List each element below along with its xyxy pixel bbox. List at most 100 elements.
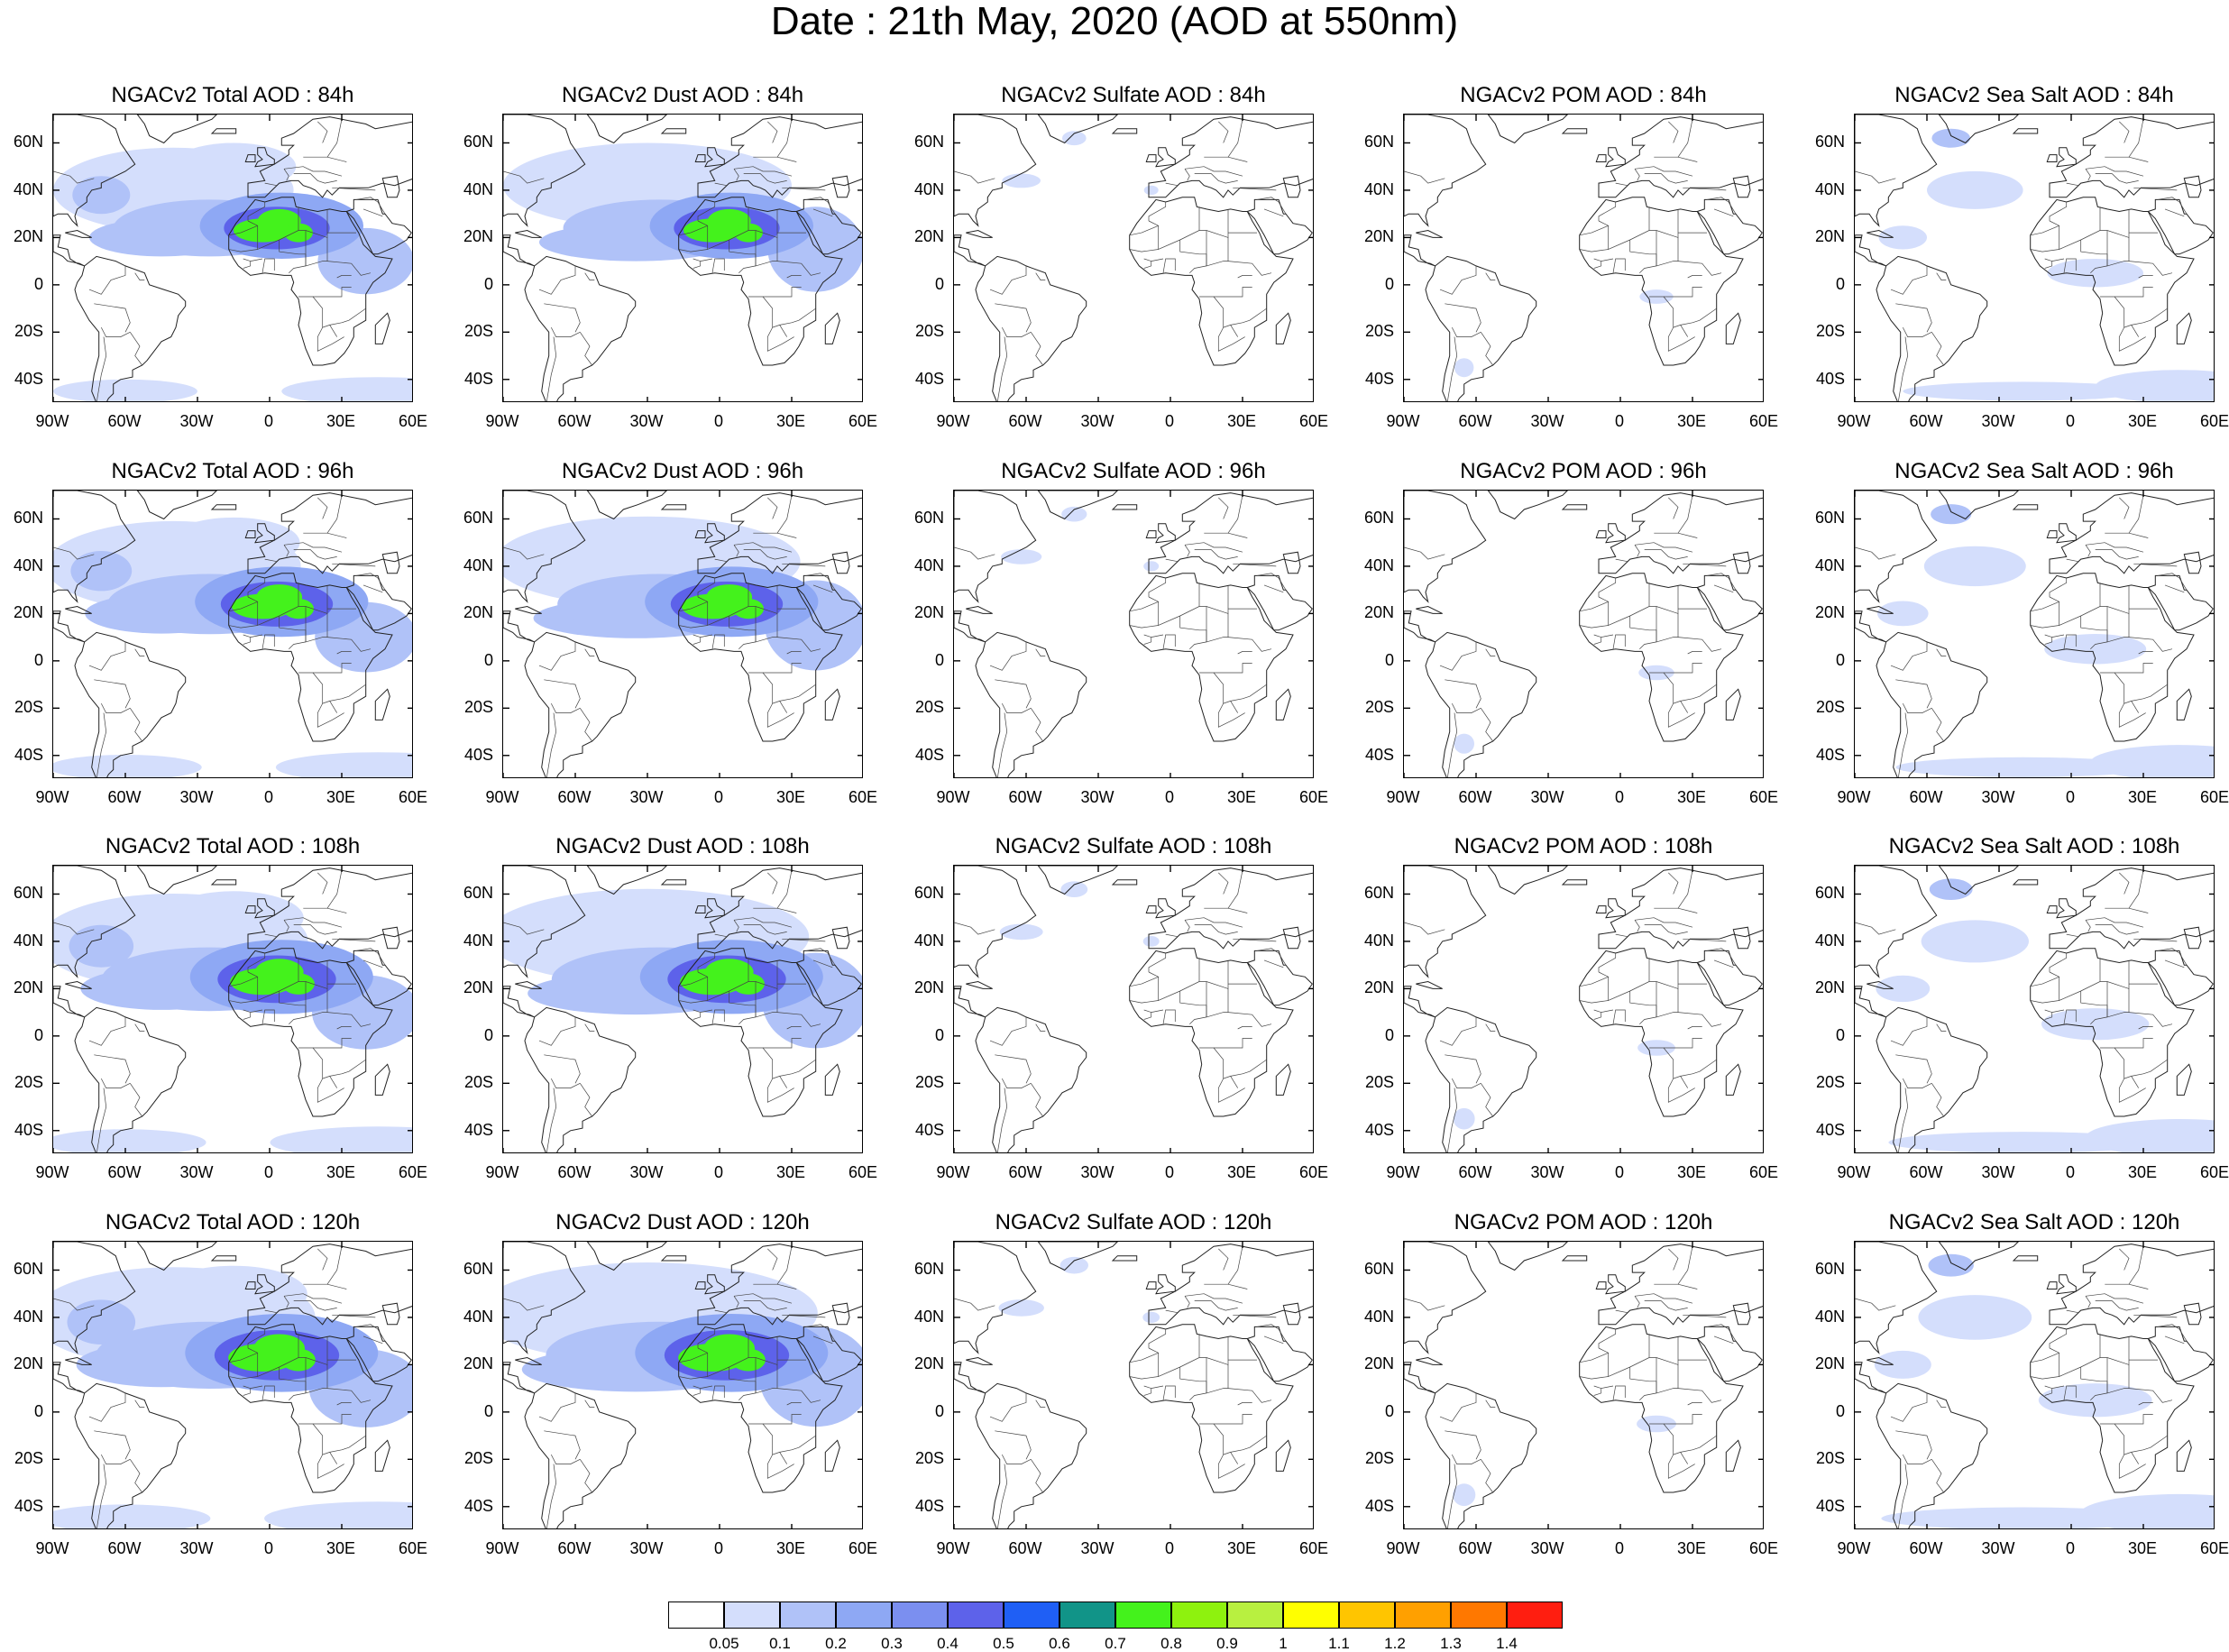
- country-border: [2100, 287, 2153, 298]
- country-border: [1634, 169, 1640, 181]
- country-border: [544, 1054, 581, 1084]
- country-border: [678, 1000, 708, 1004]
- country-border: [1598, 206, 1650, 251]
- country-border: [753, 907, 797, 913]
- coastline: [1246, 950, 1313, 1006]
- country-border: [2090, 641, 2108, 649]
- coastline: [1561, 128, 1588, 134]
- country-border: [714, 933, 728, 938]
- tick-marks: [954, 115, 1313, 401]
- country-border: [1179, 1367, 1207, 1393]
- lon-tick-label: 60E: [1748, 412, 1779, 430]
- country-border: [312, 296, 366, 328]
- country-border: [743, 924, 787, 935]
- coastline: [53, 610, 85, 643]
- country-border: [2131, 701, 2139, 713]
- country-border: [303, 1283, 347, 1289]
- country-border: [329, 325, 337, 337]
- country-border: [1687, 651, 1702, 655]
- country-border: [748, 663, 802, 674]
- map-panel: NGACv2 Total AOD : 120h 60N 40N 20N 0 20S 40S 9…: [14, 1210, 427, 1571]
- lon-tick-label: 90W: [1837, 1163, 1871, 1181]
- country-border: [1598, 953, 1617, 972]
- country-border: [1668, 872, 1679, 895]
- country-border: [1855, 1298, 1896, 1311]
- country-border: [748, 287, 802, 298]
- country-border: [1263, 208, 1284, 217]
- country-border: [1895, 1054, 1932, 1084]
- coastline: [1725, 1439, 1741, 1472]
- country-border: [2051, 634, 2065, 638]
- country-border: [697, 953, 716, 972]
- lat-tick-label: 20N: [463, 1354, 493, 1373]
- lat-tick-label: 40S: [463, 369, 493, 388]
- country-border: [2164, 1335, 2185, 1345]
- lon-tick-label: 30E: [1226, 1539, 1257, 1557]
- coastline: [2030, 948, 2195, 1117]
- country-border: [2085, 1296, 2091, 1308]
- lat-tick-label: 20S: [914, 1073, 944, 1092]
- lat-tick-label: 40N: [1814, 931, 1845, 950]
- country-border: [782, 563, 826, 567]
- country-border: [1890, 1016, 1928, 1046]
- country-border: [954, 1298, 995, 1311]
- coastline: [345, 1326, 412, 1382]
- country-border: [2063, 1385, 2077, 1400]
- lat-tick-label: 60N: [1814, 133, 1845, 151]
- country-border: [1001, 1454, 1032, 1464]
- country-border: [332, 563, 376, 567]
- country-border: [2066, 1309, 2079, 1314]
- country-border: [1667, 1454, 1695, 1479]
- country-border: [228, 225, 258, 236]
- lat-tick-label: 40S: [914, 369, 944, 388]
- tick-marks: [1855, 115, 2214, 401]
- coastline: [2147, 574, 2214, 631]
- country-border: [743, 1300, 787, 1311]
- map-canvas: [1404, 866, 1763, 1152]
- country-border: [1184, 542, 1243, 553]
- country-border: [1687, 1026, 1702, 1030]
- aod-field: [503, 142, 862, 292]
- country-border: [2049, 1334, 2101, 1378]
- country-border: [1598, 583, 1650, 627]
- aod-contour-fill: [163, 891, 304, 945]
- coastline: [1595, 905, 1607, 913]
- country-border: [738, 1392, 757, 1400]
- country-border: [298, 584, 328, 614]
- aod-field: [53, 142, 412, 401]
- country-border: [1184, 917, 1243, 928]
- coastline: [697, 1244, 862, 1326]
- country-border: [283, 920, 289, 932]
- country-border: [1001, 702, 1032, 713]
- country-border: [1213, 672, 1267, 704]
- country-border: [1445, 303, 1481, 333]
- coastline: [697, 116, 862, 198]
- country-border: [989, 1016, 1027, 1046]
- country-border: [1713, 959, 1734, 968]
- coastline: [381, 1302, 400, 1326]
- coastline: [1595, 530, 1607, 538]
- coastline: [831, 551, 850, 574]
- country-border: [298, 1038, 352, 1049]
- country-border: [1031, 1083, 1043, 1117]
- country-border: [697, 583, 749, 627]
- country-border: [1227, 1388, 1272, 1403]
- country-border: [503, 546, 545, 560]
- lat-tick-label: 20N: [913, 978, 944, 997]
- coastline: [1404, 234, 1436, 267]
- lon-tick-label: 30W: [629, 788, 664, 806]
- country-border: [1639, 641, 1657, 649]
- country-border: [1890, 1392, 1928, 1422]
- country-border: [767, 872, 778, 895]
- colorbar-swatch: [1059, 1602, 1115, 1629]
- coastline: [254, 1274, 275, 1295]
- map-panel: NGACv2 Dust AOD : 108h 60N 40N 20N 0 20S 40S 90…: [463, 834, 877, 1195]
- country-border: [1199, 1038, 1252, 1049]
- country-border: [1629, 240, 1657, 266]
- aod-contour-fill: [67, 1299, 136, 1345]
- coastlines: [954, 1242, 1313, 1528]
- map-frame: [953, 1241, 1314, 1529]
- lat-tick-label: 0: [483, 650, 493, 669]
- lon-tick-label: 60W: [1909, 1163, 1943, 1181]
- country-border: [1217, 702, 1245, 728]
